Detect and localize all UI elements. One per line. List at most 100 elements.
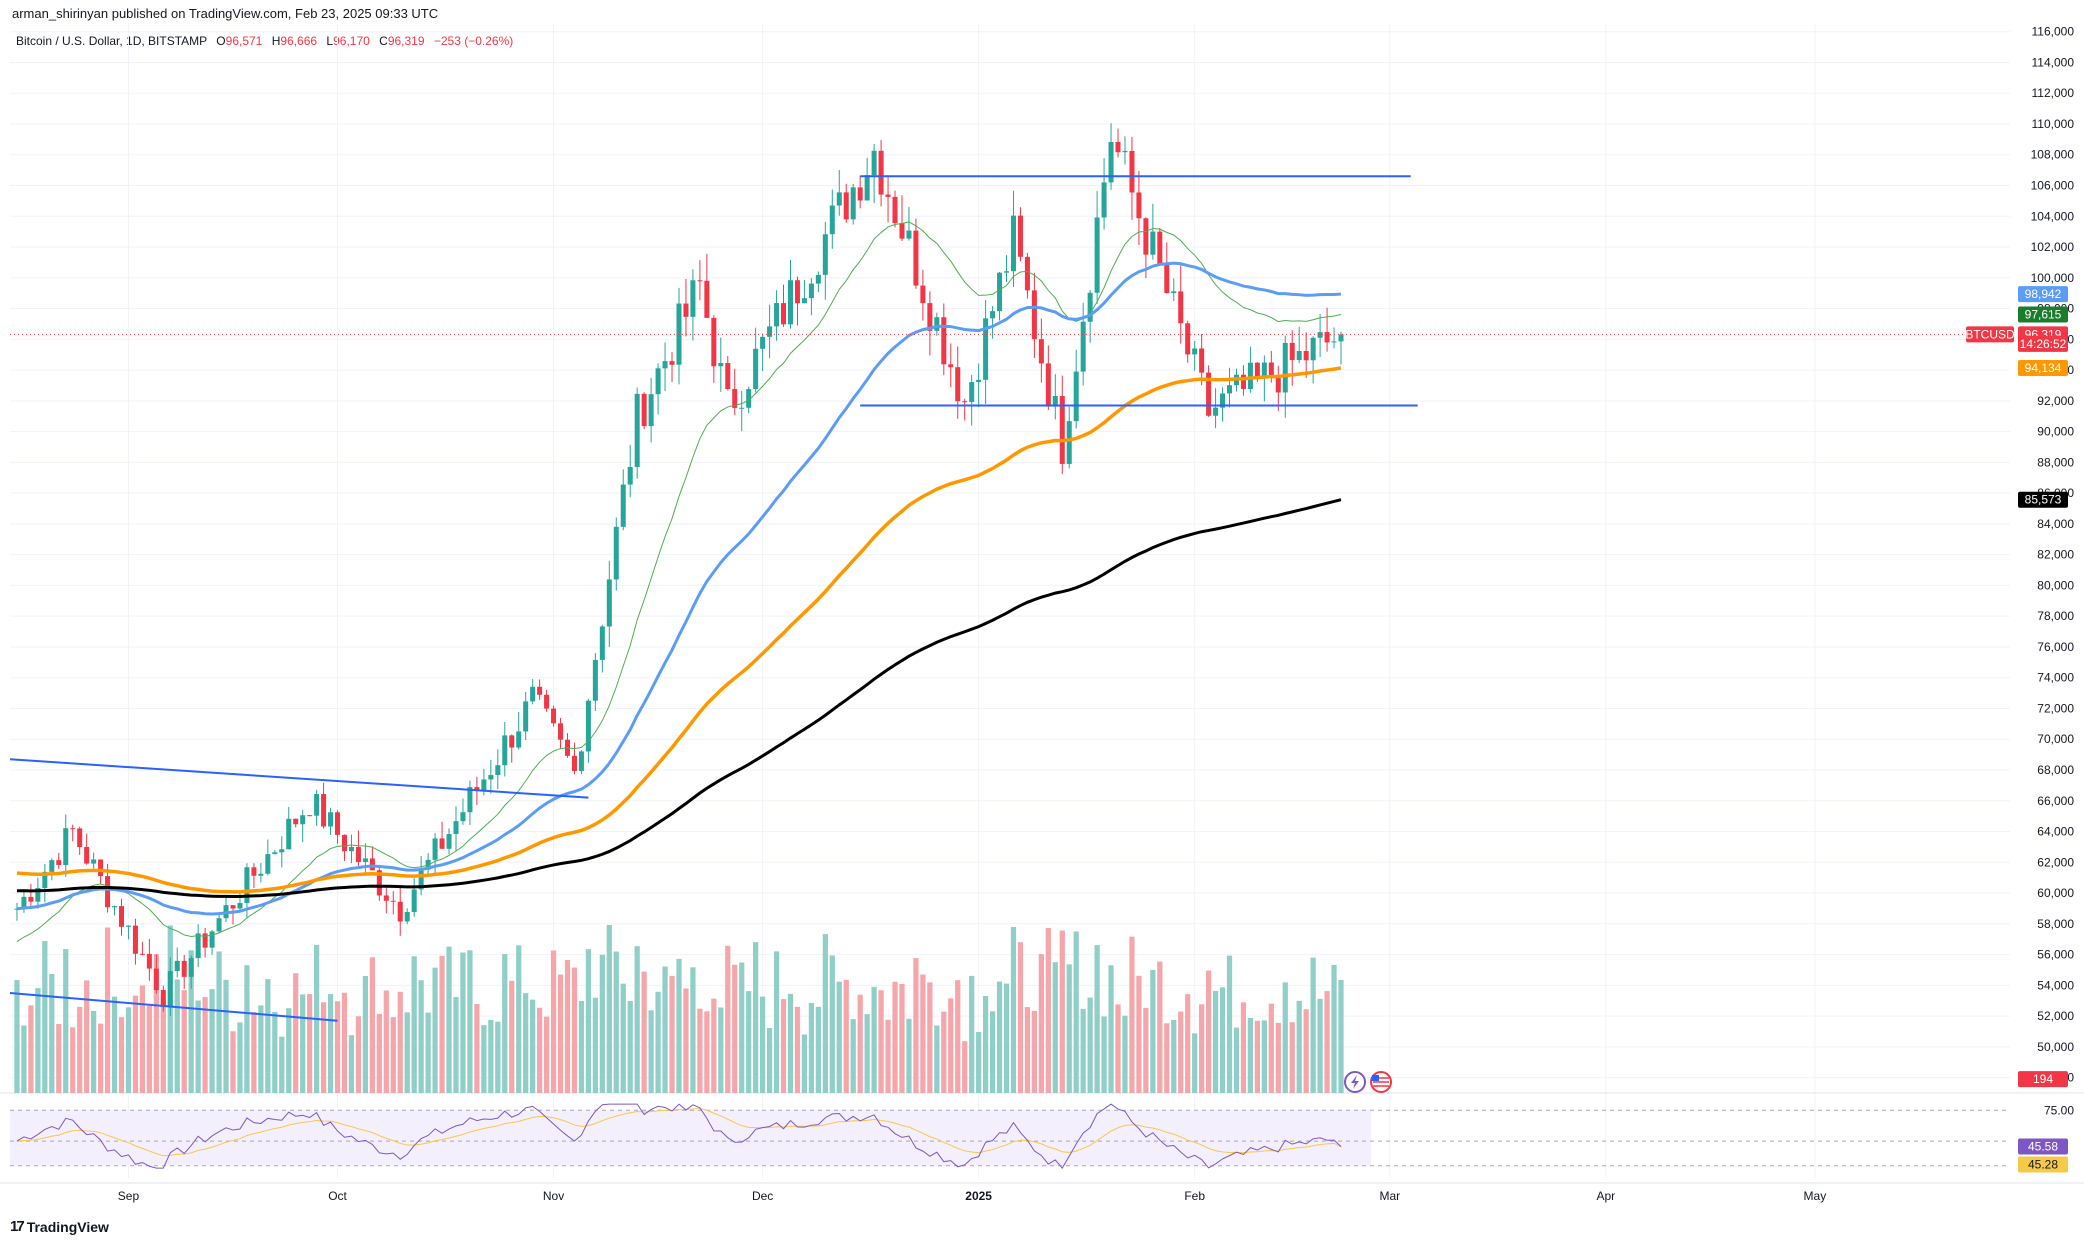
candle-body xyxy=(1206,372,1212,416)
publisher-line: arman_shirinyan published on TradingView… xyxy=(12,6,439,21)
candle xyxy=(725,356,731,391)
candle-body xyxy=(28,896,34,902)
volume-bar xyxy=(760,996,766,1093)
candle-body xyxy=(258,873,264,876)
candle xyxy=(1094,190,1100,304)
volume-bar xyxy=(202,997,208,1093)
candle-body xyxy=(1024,256,1030,291)
candle-body xyxy=(237,902,243,909)
x-tick-label: 2025 xyxy=(965,1189,992,1203)
volume-bar xyxy=(746,991,752,1093)
candle-body xyxy=(976,379,982,383)
y-tick-label: 70,000 xyxy=(2037,732,2074,746)
volume-bar xyxy=(181,990,187,1093)
close-value: 96,319 xyxy=(387,34,425,48)
volume-bar xyxy=(934,1025,940,1093)
volume-bar xyxy=(641,971,647,1093)
candle xyxy=(836,170,842,216)
candle-body xyxy=(1303,351,1309,361)
price-axis: 48,00050,00052,00054,00056,00058,00060,0… xyxy=(2031,25,2075,1085)
volume-bar xyxy=(251,1012,257,1093)
volume-bar xyxy=(390,1017,396,1093)
candle xyxy=(732,368,738,416)
y-tick-label: 60,000 xyxy=(2037,886,2074,900)
candle-body xyxy=(955,367,961,402)
y-tick-label: 72,000 xyxy=(2037,701,2074,715)
volume-bar xyxy=(523,993,529,1093)
volume-bar xyxy=(1275,1022,1281,1093)
candle xyxy=(1303,332,1309,378)
price-tag-bg xyxy=(2018,335,2068,352)
volume-bar xyxy=(732,964,738,1093)
candle xyxy=(787,259,793,329)
volume-bar xyxy=(1150,969,1156,1093)
candle xyxy=(648,377,654,443)
volume-bar xyxy=(63,949,69,1093)
candle-body xyxy=(49,860,55,872)
volume-pane xyxy=(14,925,1344,1093)
candle xyxy=(1052,374,1058,420)
volume-bar xyxy=(962,1041,968,1093)
candle-body xyxy=(815,274,821,284)
volume-bar xyxy=(808,1002,815,1093)
candle-body xyxy=(369,858,375,871)
volume-bar xyxy=(920,974,926,1093)
volume-bar xyxy=(989,1011,996,1093)
volume-bar xyxy=(669,975,675,1093)
y-tick-label: 80,000 xyxy=(2037,578,2074,592)
volume-bar xyxy=(1254,1020,1260,1093)
candle-body xyxy=(1059,395,1065,464)
candle-body xyxy=(718,363,724,367)
candle-body xyxy=(509,735,515,748)
candle xyxy=(906,207,912,241)
candle xyxy=(495,749,501,790)
volume-bar xyxy=(1052,962,1058,1093)
volume-bar xyxy=(474,1004,480,1093)
candle xyxy=(997,272,1003,321)
close-label: C xyxy=(379,34,388,48)
candle-body xyxy=(990,311,996,319)
candle-body xyxy=(767,326,773,337)
candle-body xyxy=(920,285,926,304)
candle xyxy=(1136,171,1142,246)
volume-bar xyxy=(425,1012,431,1093)
volume-bar xyxy=(467,950,473,1093)
candle xyxy=(850,183,856,225)
volume-bar xyxy=(1199,1004,1205,1093)
volume-bar xyxy=(104,927,111,1093)
volume-bar xyxy=(118,1017,125,1093)
volume-bar xyxy=(613,951,619,1093)
high-label: H xyxy=(271,34,281,48)
candle-body xyxy=(599,626,605,660)
candle xyxy=(509,734,515,763)
candle xyxy=(690,269,696,341)
candle-body xyxy=(91,859,97,864)
candle-body xyxy=(1192,348,1198,355)
candle-body xyxy=(544,694,550,709)
volume-bar xyxy=(418,980,424,1093)
candle xyxy=(620,469,626,531)
candle xyxy=(432,832,438,876)
volume-bar xyxy=(21,1025,27,1093)
volume-bar xyxy=(585,949,592,1093)
volume-bar xyxy=(1226,955,1233,1093)
candle-body xyxy=(341,834,348,852)
volume-bar xyxy=(320,1002,327,1093)
candle xyxy=(571,742,577,775)
symbol-name[interactable]: Bitcoin / U.S. Dollar, 1D, BITSTAMP xyxy=(16,34,207,48)
rsi-pane: 75.00 45.58 45.28 xyxy=(10,1103,2074,1173)
volume-bar xyxy=(773,951,780,1093)
volume-bar xyxy=(1073,931,1079,1093)
volume-bar xyxy=(509,980,515,1093)
candle xyxy=(70,824,76,842)
volume-bar xyxy=(1233,1027,1240,1093)
candle-body xyxy=(286,818,292,850)
tradingview-logo[interactable]: 17 TradingView xyxy=(10,1218,109,1235)
volume-bar xyxy=(704,1011,710,1093)
y-tick-label: 100,000 xyxy=(2031,271,2075,285)
volume-bar xyxy=(1247,1018,1254,1093)
grid-lines xyxy=(10,24,2010,1178)
high-value: 96,666 xyxy=(280,34,318,48)
volume-bar xyxy=(753,942,759,1093)
